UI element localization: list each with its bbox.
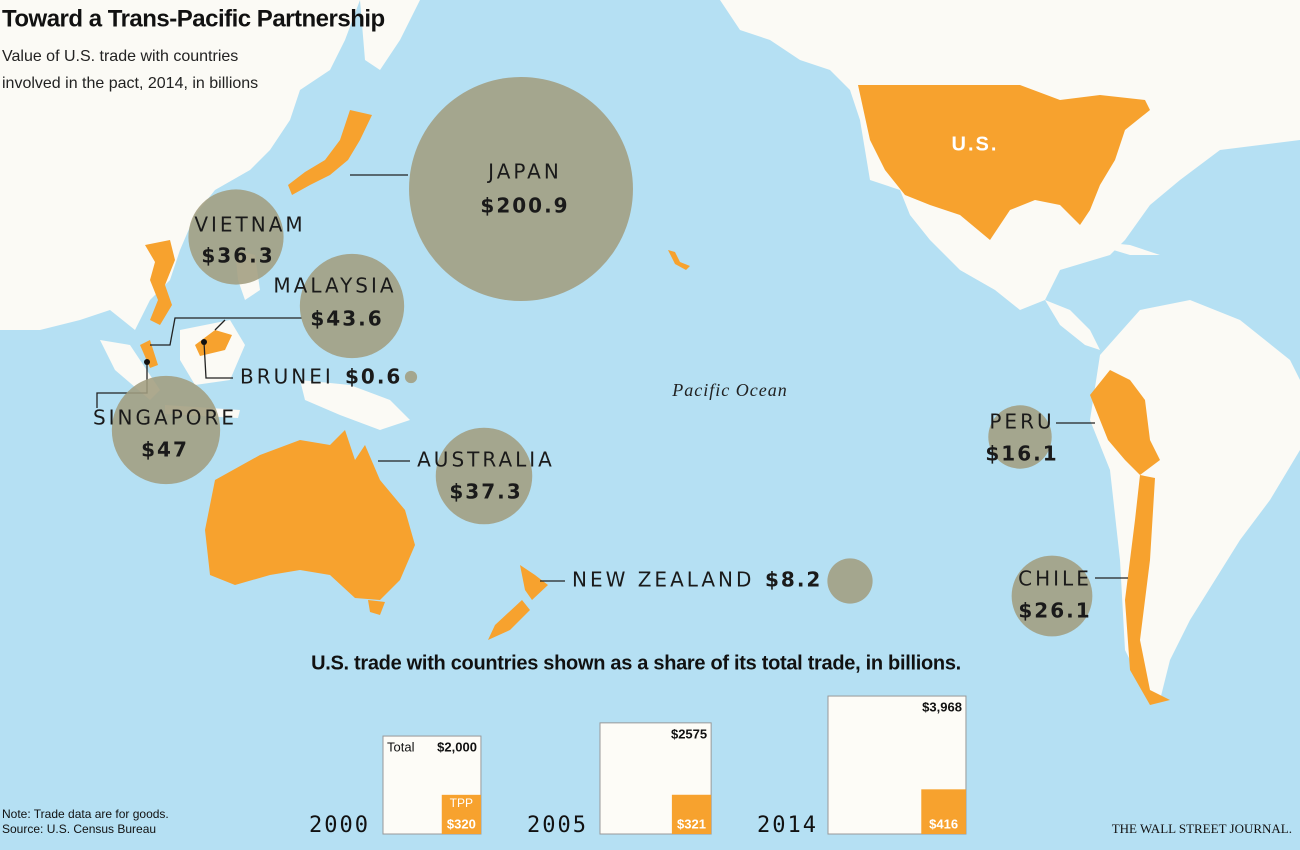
country-value: $0.6 [345,365,402,389]
tpp-value: $321 [677,816,706,831]
country-name: MALAYSIA [273,274,396,298]
country-value: $26.1 [1018,599,1091,623]
tpp-value: $320 [447,816,476,831]
us-label: U.S. [952,133,999,155]
total-label: $3,968 [922,699,962,714]
leader-malaysia [150,317,302,346]
title: Toward a Trans-Pacific Partnership [2,5,385,32]
leader-brunei [203,341,233,379]
new-zealand-shape [488,565,548,640]
tasmania-shape [368,600,385,615]
japan-shape [288,110,372,195]
country-value: $16.1 [985,442,1058,466]
year-label: 2000 [309,813,370,838]
new-guinea [300,380,410,430]
leader-singapore [96,362,148,408]
tpp-square [671,794,712,834]
vietnam-shape [145,240,175,325]
country-name: PERU [989,410,1054,434]
trade-bubble [435,427,533,525]
country-name: VIETNAM [194,213,305,237]
central-america [1045,300,1100,350]
singapore-dot [144,359,150,365]
trade-bubble [299,253,405,359]
trade-bubble [1011,555,1093,637]
malaysia-shape [140,330,232,368]
year-label: 2014 [757,813,818,838]
trade-bubble [404,370,418,384]
peru-shape [1090,370,1160,475]
country-value: $47 [141,438,189,462]
caribbean [1080,240,1160,255]
total-label: $2,000 [437,739,477,754]
year-label: 2005 [527,813,588,838]
inset-title: U.S. trade with countries shown as a sha… [311,652,961,674]
trade-bubble [409,77,633,301]
country-value: $37.3 [449,480,522,504]
tpp-square [441,794,481,834]
country-value: $36.3 [201,244,274,268]
tpp-word: TPP [450,796,473,810]
subtitle: Value of U.S. trade with countries [2,48,238,65]
subtitle: involved in the pact, 2014, in billions [2,75,258,92]
total-label: $2575 [671,726,707,741]
asia [0,0,360,330]
chile-shape [1125,475,1170,705]
credit: THE WALL STREET JOURNAL. [1112,821,1292,836]
country-name: JAPAN [486,160,562,184]
country-name: AUSTRALIA [417,448,555,472]
note: Note: Trade data are for goods. [2,807,169,821]
source: Source: U.S. Census Bureau [2,822,156,836]
trade-bubble [827,558,873,604]
trade-bubble [111,375,221,485]
kamchatka [360,0,420,70]
australia-shape [205,430,415,600]
tpp-square [921,789,966,834]
country-value: $43.6 [310,307,383,331]
country-value: $200.9 [480,194,569,218]
hawaii-shape [668,250,690,270]
country-name: NEW ZEALAND [572,568,754,592]
country-name: BRUNEI [240,365,334,389]
trade-bubble [188,189,284,285]
total-word: Total [387,739,415,754]
us-shape [858,85,1150,240]
country-value: $8.2 [765,568,822,592]
brunei-dot [201,339,207,345]
ocean-label: Pacific Ocean [671,380,787,400]
trade-bubble [988,405,1052,469]
country-name: CHILE [1018,567,1092,591]
tpp-value: $416 [929,816,958,831]
country-name: SINGAPORE [93,406,237,430]
